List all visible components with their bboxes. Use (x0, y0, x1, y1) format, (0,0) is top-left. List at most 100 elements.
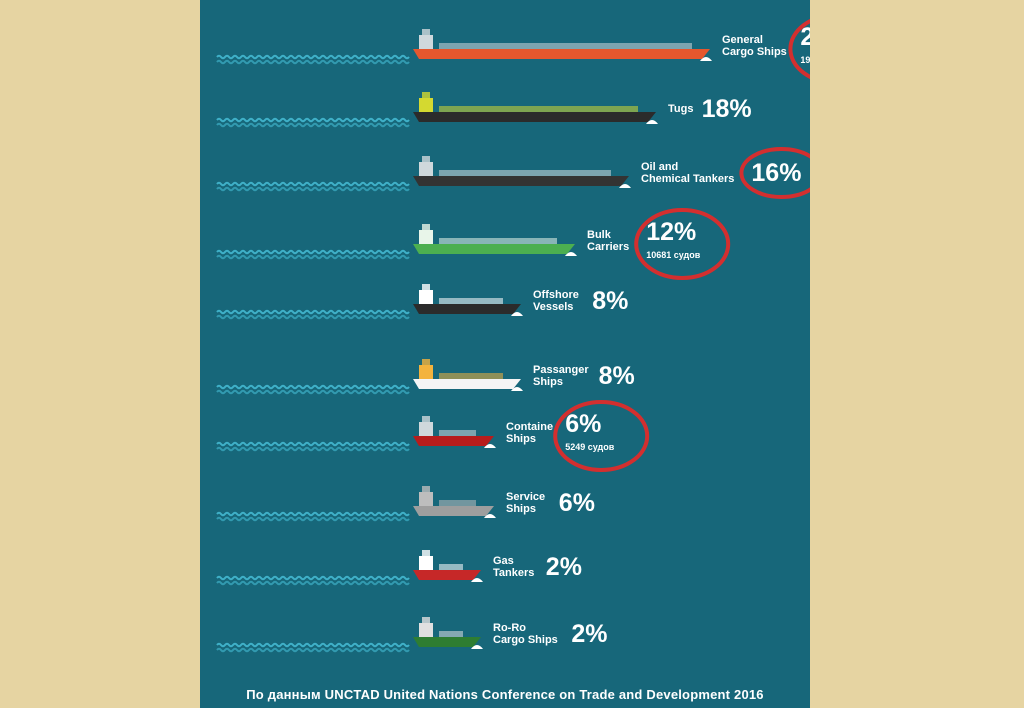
ship-bar (413, 379, 521, 389)
category-label: Ships (506, 503, 536, 515)
ship-bar (413, 304, 521, 314)
wave-line (216, 446, 410, 452)
ship-bridge (419, 556, 433, 570)
percentage-label: 12% (646, 218, 696, 246)
ship-deck (439, 373, 503, 379)
ship-deck (439, 238, 557, 244)
wave-line (216, 511, 410, 517)
wave-line (216, 441, 410, 447)
wave-line (216, 117, 410, 123)
percentage-label: 2% (571, 620, 607, 648)
category-label: Service (506, 491, 545, 503)
category-label: Containe (506, 421, 553, 433)
ship-row: Tugs 18% (216, 92, 752, 128)
category-label: Oil and (641, 161, 678, 173)
bow-splash (565, 252, 577, 256)
wave-line (216, 54, 410, 60)
wave-line (216, 516, 410, 522)
wave-line (216, 647, 410, 653)
ship-mast (422, 156, 430, 162)
wave-line (216, 389, 410, 395)
bow-splash (511, 312, 523, 316)
wave-line (216, 314, 410, 320)
bow-splash (511, 387, 523, 391)
source-footer: По данным UNCTAD United Nations Conferen… (246, 687, 764, 702)
wave-line (216, 254, 410, 260)
percentage-label: 6% (565, 410, 601, 438)
highlight-circle (788, 18, 810, 80)
percentage-label: 6% (559, 489, 595, 517)
wave-line (216, 59, 410, 65)
bow-splash (646, 120, 658, 124)
percentage-label: 8% (592, 287, 628, 315)
category-label: Bulk (587, 229, 612, 241)
ship-bar (413, 244, 575, 254)
category-label: Carriers (587, 241, 629, 253)
ship-bar (413, 637, 481, 647)
ship-bridge (419, 35, 433, 49)
ship-deck (439, 564, 463, 570)
ship-deck (439, 500, 476, 506)
wave-line (216, 309, 410, 315)
ship-bar (413, 436, 494, 446)
ship-bar (413, 176, 629, 186)
category-label: Ro-Ro (493, 622, 526, 634)
ship-mast (422, 416, 430, 422)
ship-mast (422, 617, 430, 623)
count-note: 5249 судов (565, 442, 615, 452)
ship-bridge (419, 162, 433, 176)
bow-splash (484, 444, 496, 448)
count-note: 19566 судов (800, 55, 810, 65)
ship-deck (439, 43, 692, 49)
percentage-label: 2% (546, 553, 582, 581)
ship-mast (422, 284, 430, 290)
wave-line (216, 575, 410, 581)
ship-bridge (419, 365, 433, 379)
ship-bar (413, 570, 481, 580)
ship-bridge (419, 492, 433, 506)
count-note: 10681 судов (646, 250, 701, 260)
ship-bridge (419, 98, 433, 112)
category-label: Cargo Ships (493, 634, 558, 646)
highlight-circle (739, 147, 810, 199)
ship-deck (439, 430, 476, 436)
category-label: Gas (493, 555, 514, 567)
wave-line (216, 181, 410, 187)
percentage-label: 8% (599, 362, 635, 390)
percentage-label: 16% (751, 159, 801, 187)
wave-line (216, 580, 410, 586)
ship-mast (422, 224, 430, 230)
bow-splash (619, 184, 631, 188)
ship-bridge (419, 422, 433, 436)
bow-splash (484, 514, 496, 518)
ship-mast (422, 359, 430, 365)
category-label: General (722, 34, 763, 46)
ship-mast (422, 92, 430, 98)
category-label: Tugs (668, 103, 693, 115)
category-label: Cargo Ships (722, 46, 787, 58)
ship-bar (413, 49, 710, 59)
ship-bridge (419, 230, 433, 244)
bow-splash (471, 578, 483, 582)
category-label: Tankers (493, 567, 534, 579)
ship-bar (413, 112, 656, 122)
ship-mast (422, 29, 430, 35)
ship-bar (413, 506, 494, 516)
ship-mast (422, 486, 430, 492)
ship-bridge (419, 623, 433, 637)
ship-bridge (419, 290, 433, 304)
ship-mast (422, 550, 430, 556)
wave-line (216, 122, 410, 128)
category-label: Chemical Tankers (641, 173, 734, 185)
ship-deck (439, 298, 503, 304)
ship-deck (439, 170, 611, 176)
